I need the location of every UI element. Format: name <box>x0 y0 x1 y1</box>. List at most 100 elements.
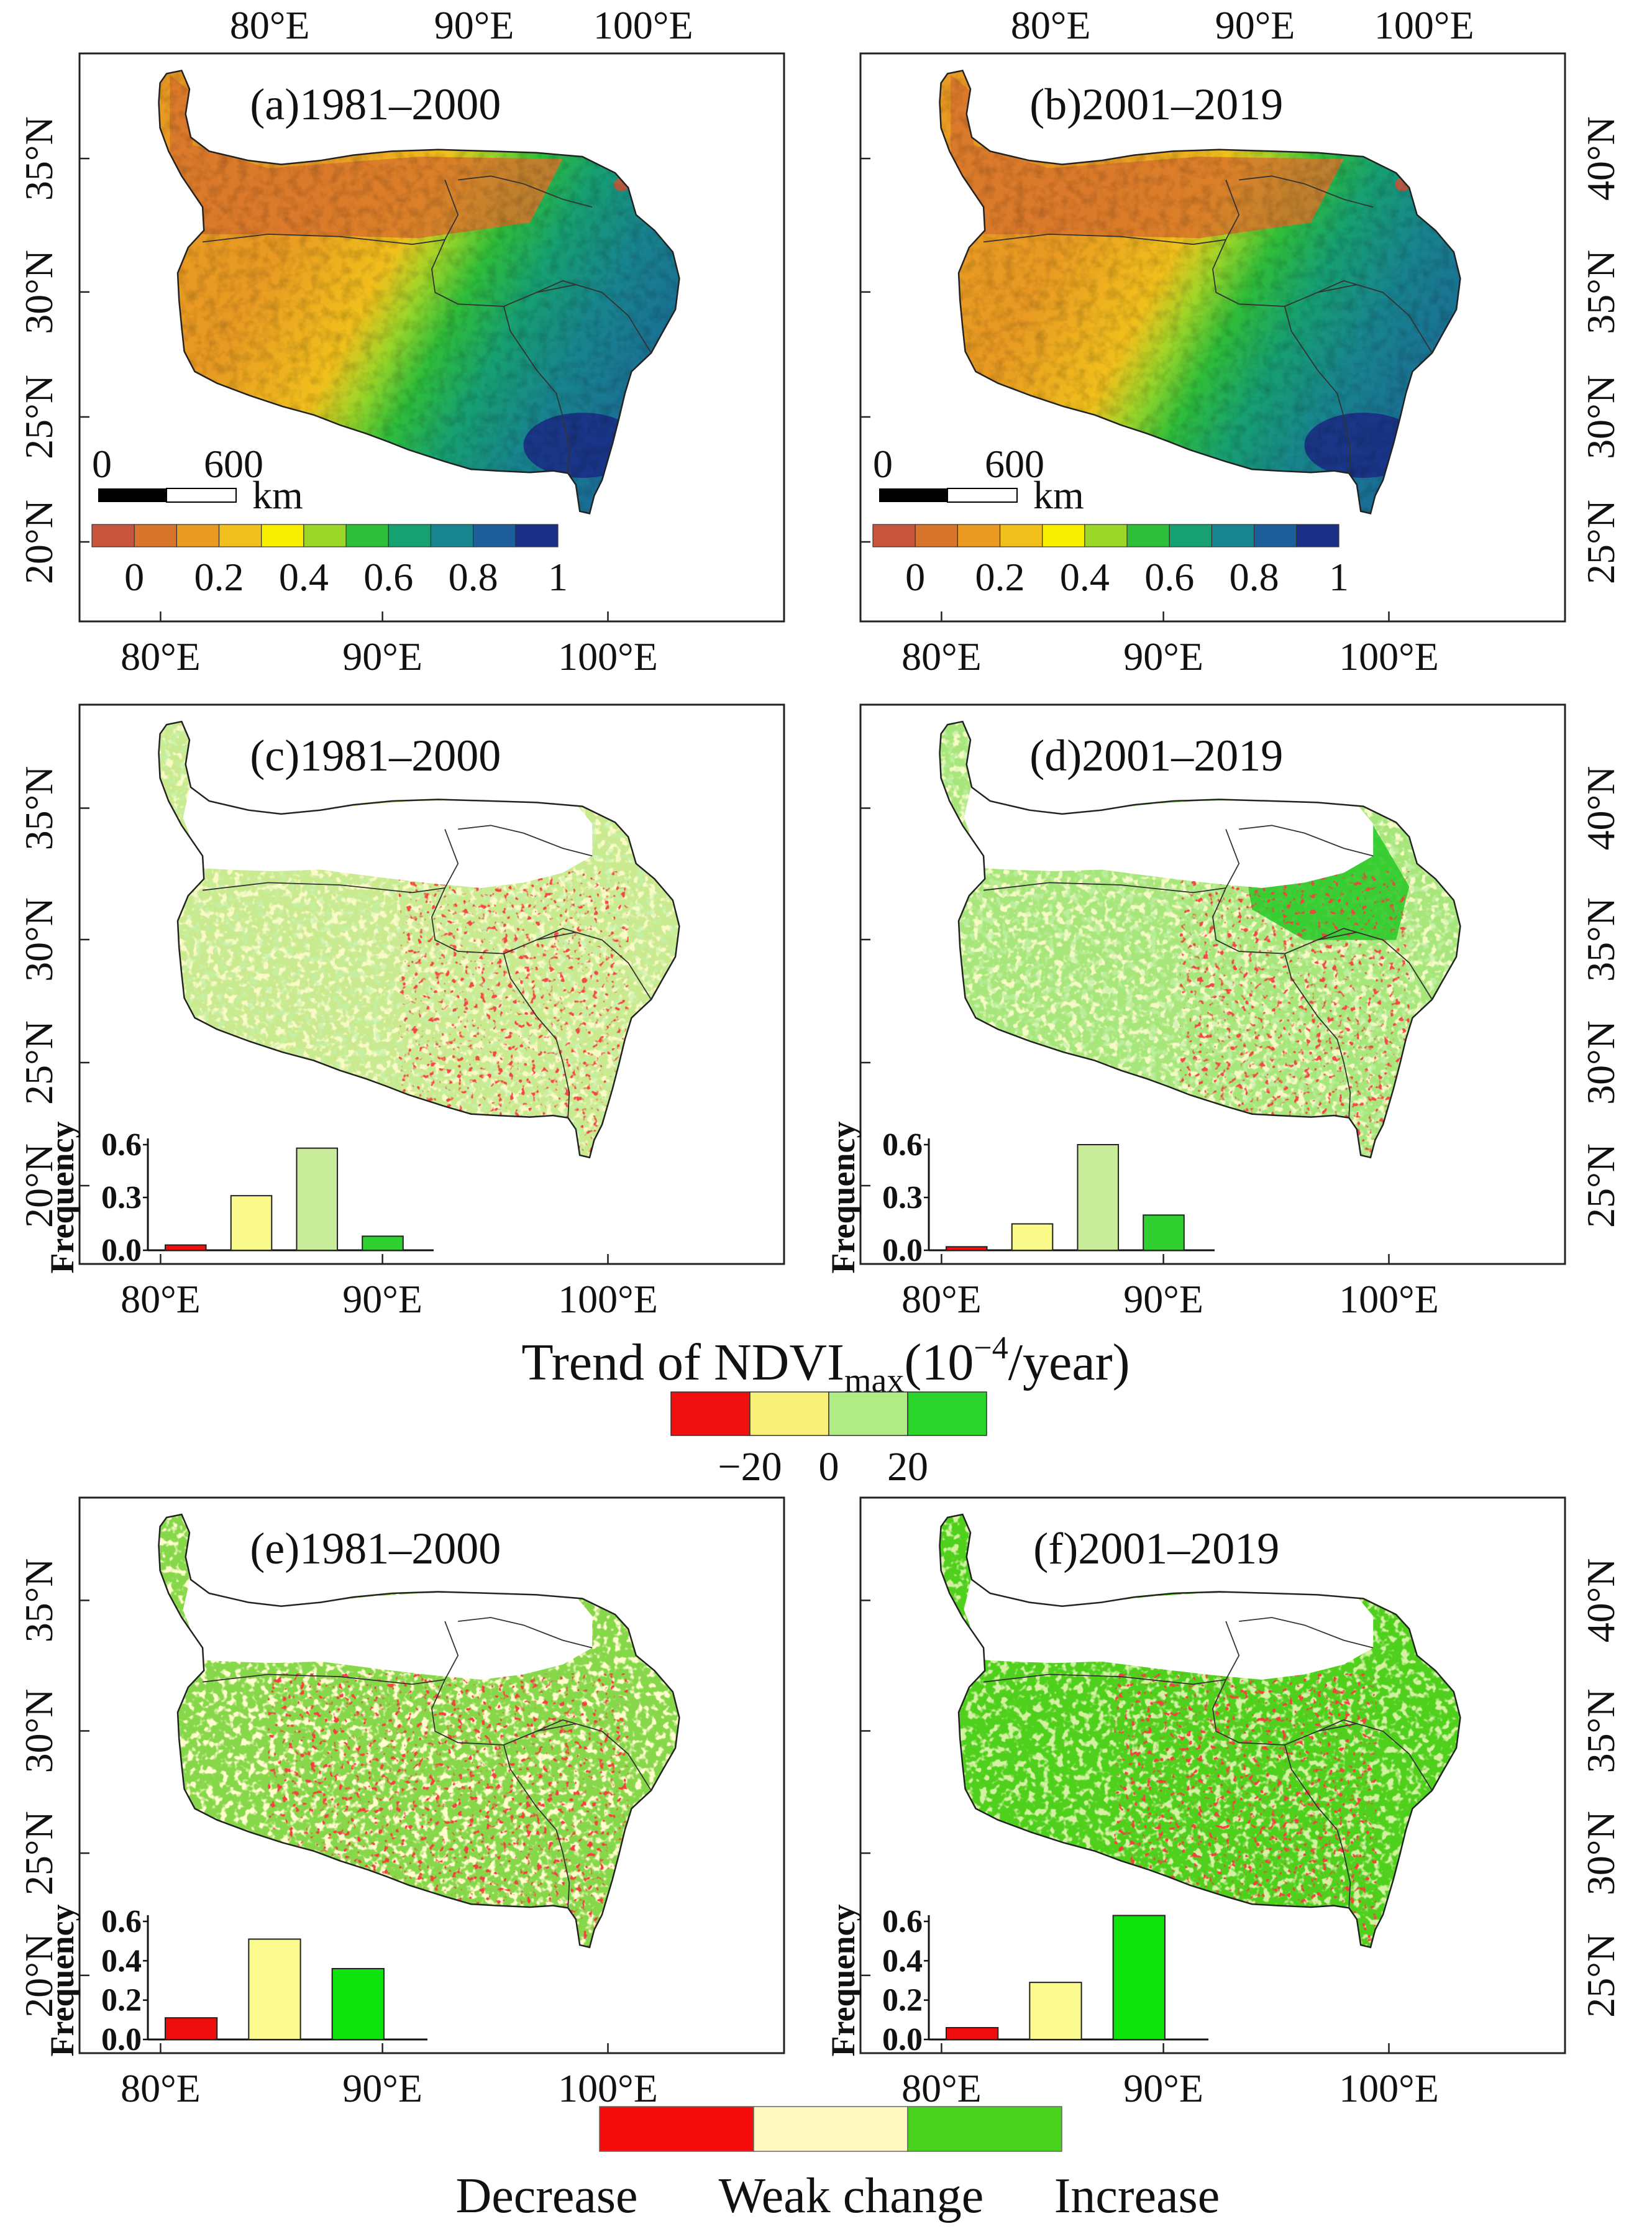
panel-b: (b)2001–2019 80°E 90°E 100°E 80°E 90°E 100°E 0 6… <box>859 3 1566 679</box>
province-border <box>503 306 570 474</box>
lon-label: 100°E <box>1339 634 1439 679</box>
lon-label: 80°E <box>121 634 201 679</box>
change-legend-swatch <box>753 2106 908 2152</box>
left-lat-label: 35°N <box>17 116 61 201</box>
right-lat-label: 40°N <box>1579 1558 1623 1642</box>
province-border <box>1212 829 1358 954</box>
scale-label-0: 0 <box>873 442 893 486</box>
frequency-inset-d: 0.0 0.3 0.6 Frequency <box>824 1122 1215 1274</box>
right-lat-label: 40°N <box>1579 766 1623 851</box>
trend-legend-label: 20 <box>887 1444 928 1490</box>
colorbar-segment <box>303 524 347 547</box>
inset-bar <box>248 1938 301 2040</box>
inset-y-label: Frequency <box>824 1122 862 1274</box>
plateau-outline <box>158 720 680 1159</box>
colorbar-segment <box>388 524 432 547</box>
province-border <box>1284 306 1351 474</box>
colorbar-segment <box>1296 524 1339 547</box>
panel-e: (e)1981–2000 80°E 90°E 100°E 0.0 0.2 0.4 0.6 Fre… <box>43 1496 785 2110</box>
colorbar-label: 0.6 <box>363 555 413 599</box>
trend-legend-swatch <box>907 1391 987 1436</box>
colorbar-segment <box>176 524 220 547</box>
trend-legend-label: −20 <box>718 1444 782 1490</box>
province-border <box>1317 280 1433 354</box>
colorbar-segment <box>515 524 559 547</box>
left-lat-label: 25°N <box>17 375 61 459</box>
lon-label: 80°E <box>901 1277 982 1321</box>
right-lat-label: 40°N <box>1579 116 1623 201</box>
colorbar-segment <box>957 524 1001 547</box>
right-lat-label: 35°N <box>1579 897 1623 982</box>
lon-label: 90°E <box>1123 2066 1203 2110</box>
colorbar-label: 1 <box>548 555 568 599</box>
trend-title-post: /year) <box>1008 1334 1130 1391</box>
colorbar-segment <box>430 524 474 547</box>
province-border <box>983 882 1226 894</box>
left-lat-label: 30°N <box>17 897 61 982</box>
lon-label: 80°E <box>121 1277 201 1321</box>
province-border <box>458 825 593 857</box>
panel-title: (e)1981–2000 <box>250 1524 501 1573</box>
lon-label-top: 80°E <box>230 3 310 47</box>
colorbar-segment <box>1126 524 1170 547</box>
inset-y-tick-label: 0.4 <box>882 1943 923 1979</box>
province-border <box>983 1673 1226 1685</box>
province-border <box>536 1719 652 1791</box>
change-legend-label: Decrease <box>455 2169 637 2223</box>
scale-bar-white <box>166 488 237 503</box>
colorbar-label: 0.2 <box>975 555 1025 599</box>
colorbar-label: 0.8 <box>449 555 498 599</box>
colorbar-label: 0 <box>124 555 144 599</box>
scale-bar-black <box>98 488 167 502</box>
lon-label: 90°E <box>1123 634 1203 679</box>
colorbar-label: 0.8 <box>1230 555 1279 599</box>
inset-y-tick-label: 0.3 <box>882 1180 923 1215</box>
right-lat-label: 35°N <box>1579 1689 1623 1774</box>
inset-bar <box>1143 1214 1185 1252</box>
lon-label: 100°E <box>558 2066 658 2110</box>
province-border <box>202 882 445 894</box>
colorbar-segment <box>1211 524 1255 547</box>
lon-label: 100°E <box>558 1277 658 1321</box>
lon-label: 80°E <box>901 634 982 679</box>
inset-y-label: Frequency <box>43 1905 81 2057</box>
inset-y-tick-label: 0.2 <box>882 1983 923 2018</box>
inset-y-tick-label: 0.4 <box>101 1943 142 1979</box>
colorbar-segment <box>1084 524 1128 547</box>
panel-c: (c)1981–2000 80°E 90°E 100°E 0.0 0.3 0.6 Freque… <box>43 703 785 1321</box>
colorbar-segment <box>872 524 916 547</box>
left-lat-label: 35°N <box>17 766 61 851</box>
inset-bar <box>165 1244 207 1251</box>
inset-bar <box>230 1195 273 1251</box>
province-border <box>458 175 593 208</box>
province-border <box>983 233 1226 245</box>
province-border <box>431 180 577 307</box>
trend-legend-swatch <box>670 1391 751 1436</box>
panels-layer: (a)1981–2000 80°E 90°E 100°E 80°E 90°E 100°E 0 6… <box>43 3 1566 2110</box>
colorbar-segment <box>261 524 304 547</box>
trend-legend-title: Trend of NDVImax(10−4/year) <box>521 1330 1129 1400</box>
inset-y-tick-label: 0.0 <box>882 2022 923 2057</box>
inset-bar <box>296 1147 339 1251</box>
no-data-region <box>964 1575 1374 1680</box>
scale-label-600: 600 <box>204 442 263 486</box>
change-legend-label: Weak change <box>719 2169 984 2223</box>
trend-title-sup: −4 <box>974 1330 1008 1366</box>
province-border <box>458 1617 593 1649</box>
lon-label: 80°E <box>121 2066 201 2110</box>
colorbar-segment <box>134 524 177 547</box>
inset-bar <box>1077 1144 1120 1251</box>
lon-label-top: 100°E <box>1374 3 1474 47</box>
right-lat-label: 30°N <box>1579 375 1623 459</box>
inset-y-tick-label: 0.2 <box>101 1983 142 2018</box>
lon-label-top: 90°E <box>434 3 514 47</box>
province-border <box>1284 1744 1351 1908</box>
lon-label: 90°E <box>342 634 422 679</box>
lon-label: 90°E <box>342 2066 422 2110</box>
inset-bar <box>1011 1223 1054 1251</box>
inset-y-tick-label: 0.0 <box>101 1233 142 1268</box>
left-lat-label: 20°N <box>17 500 61 584</box>
inset-y-label: Frequency <box>824 1905 862 2057</box>
trend-legend-swatch <box>749 1391 829 1436</box>
lon-label-top: 100°E <box>593 3 693 47</box>
